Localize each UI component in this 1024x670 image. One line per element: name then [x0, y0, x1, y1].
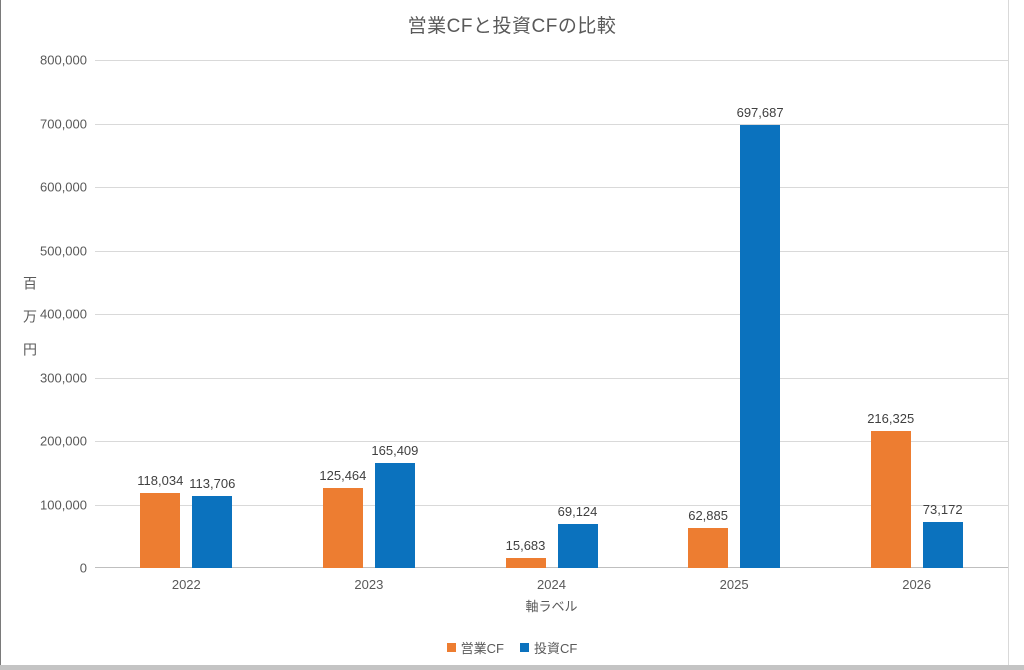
bar-operating-cf-2026 [870, 430, 911, 568]
x-axis-line [95, 567, 1008, 568]
y-axis-unit-label: 百万円 [22, 276, 38, 375]
bar-operating-cf-2023 [322, 488, 363, 568]
data-label-investing-cf-2025: 697,687 [736, 104, 784, 120]
data-label-investing-cf-2022: 113,706 [189, 475, 236, 491]
gridline [95, 441, 1008, 442]
x-axis-tick-label: 2024 [537, 577, 566, 592]
y-axis-tick-label: 600,000 [40, 179, 87, 195]
gridline [95, 377, 1008, 379]
data-label-operating-cf-2022: 118,034 [137, 473, 184, 489]
gridline [95, 123, 1008, 125]
legend-label-operating-cf: 営業CF [460, 641, 504, 656]
bar-investing-cf-2024 [557, 524, 598, 568]
data-label-investing-cf-2023: 165,409 [371, 442, 419, 458]
data-label-operating-cf-2025: 62,885 [688, 508, 728, 524]
plot-area: 118,034 113,706 2022 125,464 165,409 2023 15,6… [95, 60, 1008, 592]
data-label-operating-cf-2026: 216,325 [867, 410, 915, 426]
bar-operating-cf-2025 [688, 528, 729, 568]
y-axis-tick-label: 400,000 [40, 306, 87, 322]
chart-title: 営業CFと投資CFの比較 [407, 16, 617, 37]
y-axis-tick-labels: 0 100,000 200,000 300,000 400,000 500,000 600,… [0, 53, 87, 576]
gridline [95, 60, 1008, 61]
data-label-investing-cf-2024: 69,124 [557, 504, 598, 520]
x-axis-tick-label: 2022 [171, 577, 201, 592]
legend-label-investing-cf: 投資CF [534, 641, 578, 656]
bar-investing-cf-2022 [192, 495, 233, 568]
bar-investing-cf-2025 [740, 124, 781, 568]
chart-left-border [0, 0, 1, 670]
y-axis-tick-label: 700,000 [40, 116, 87, 131]
data-label-investing-cf-2026: 73,172 [922, 501, 963, 517]
data-label-operating-cf-2024: 15,683 [505, 538, 546, 554]
y-axis-tick-label: 200,000 [40, 433, 87, 449]
x-axis-tick-label: 2026 [902, 577, 932, 592]
chart-right-border [1008, 0, 1009, 665]
y-axis-tick-label: 0 [79, 560, 87, 576]
gridline [95, 187, 1008, 188]
legend-swatch-operating-cf [446, 643, 456, 652]
gridline [95, 504, 1008, 506]
bar-operating-cf-2022 [140, 493, 181, 568]
bar-operating-cf-2024 [505, 558, 546, 568]
data-label-operating-cf-2023: 125,464 [319, 468, 367, 484]
x-axis-tick-label: 2025 [719, 577, 749, 592]
bar-investing-cf-2026 [922, 521, 963, 568]
x-axis-tick-label: 2023 [354, 577, 384, 592]
legend-swatch-investing-cf [520, 643, 529, 652]
y-axis-tick-label: 100,000 [40, 497, 87, 512]
bar-investing-cf-2023 [374, 462, 415, 568]
y-axis-tick-label: 500,000 [40, 243, 87, 258]
x-axis-title: 軸ラベル [525, 599, 578, 614]
legend: 営業CF 投資CF [0, 638, 1024, 657]
y-axis-tick-label: 800,000 [40, 52, 87, 68]
window-bottom-edge [0, 665, 1024, 670]
legend-item-investing-cf: 投資CF [520, 638, 577, 657]
gridline [95, 314, 1008, 315]
legend-item-operating-cf: 営業CF [446, 638, 504, 657]
y-axis-tick-label: 300,000 [40, 370, 87, 385]
gridline [95, 250, 1008, 252]
